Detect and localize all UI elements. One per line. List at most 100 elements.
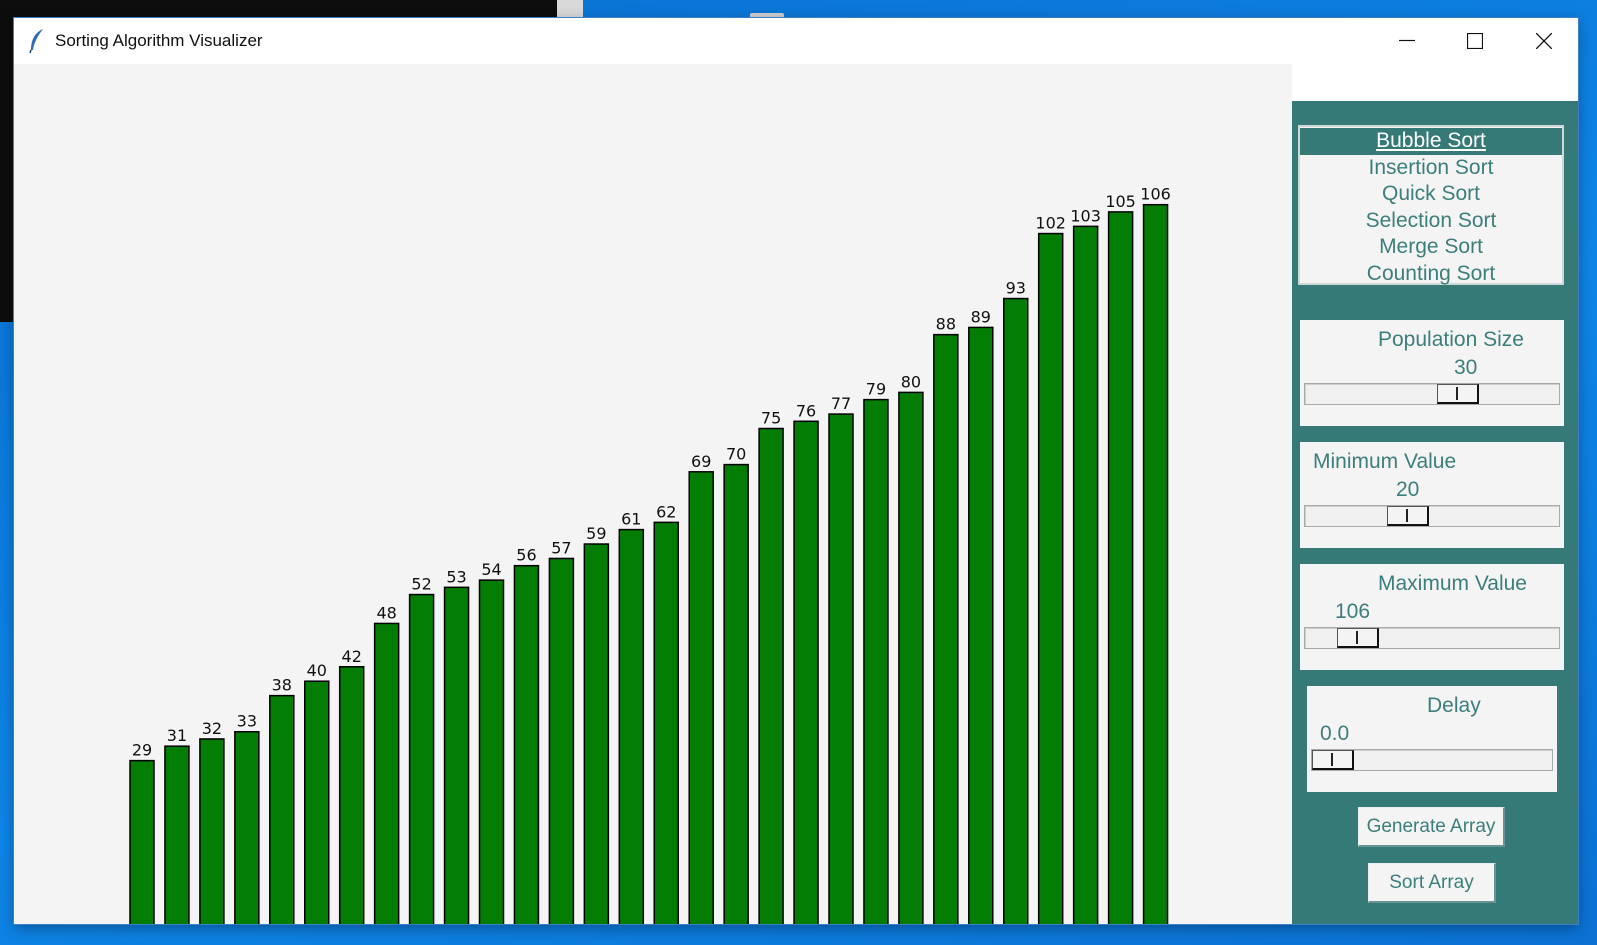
- data-bar: [898, 391, 924, 924]
- population-size-label: Population Size: [1378, 328, 1524, 351]
- delay-control: Delay 0.0: [1307, 686, 1557, 792]
- bar-value-label: 93: [1006, 279, 1026, 298]
- bar-value-label: 88: [936, 315, 956, 334]
- app-window: Sorting Algorithm Visualizer 29 31 32 33 38 4…: [14, 18, 1578, 924]
- feather-icon: [29, 29, 43, 54]
- data-bar: [793, 420, 819, 924]
- data-bar: [478, 579, 505, 924]
- bar-chart: 29 31 32 33 38 40 42 48 52 53 54 56 57 59 61 62 69 70 75 76…: [129, 185, 1171, 924]
- title-bar[interactable]: Sorting Algorithm Visualizer: [14, 18, 1578, 64]
- data-bar: [548, 557, 575, 924]
- data-bar: [513, 564, 540, 924]
- data-bar: [968, 326, 994, 924]
- visualization-canvas: 29 31 32 33 38 40 42 48 52 53 54 56 57 59 61 62 69 70 75 76…: [14, 64, 1292, 924]
- data-bar: [199, 738, 225, 924]
- maximum-value-value: 106: [1335, 600, 1371, 623]
- minimum-value-value: 20: [1396, 478, 1420, 501]
- minimize-icon: [1399, 39, 1415, 42]
- bar-value-label: 53: [446, 567, 466, 586]
- data-bar: [653, 521, 679, 924]
- data-bar: [583, 543, 610, 924]
- maximum-value-slider-handle[interactable]: [1336, 628, 1379, 648]
- data-bar: [443, 586, 470, 924]
- minimum-value-slider[interactable]: [1304, 505, 1560, 527]
- bar-value-label: 48: [376, 603, 396, 622]
- bar-value-label: 31: [167, 726, 187, 745]
- bar-value-label: 40: [307, 661, 327, 680]
- generate-array-button[interactable]: Generate Array: [1358, 807, 1505, 847]
- bar-value-label: 32: [202, 719, 222, 738]
- maximize-icon: [1467, 33, 1483, 49]
- data-bar: [1142, 203, 1169, 924]
- population-size-control: Population Size 30: [1300, 320, 1564, 426]
- desktop-window-tab: [750, 13, 784, 19]
- data-bar: [688, 471, 714, 924]
- data-bar: [129, 759, 155, 924]
- window-title: Sorting Algorithm Visualizer: [55, 31, 263, 50]
- control-panel: Bubble Sort Insertion Sort Quick Sort Selec…: [1292, 101, 1578, 924]
- maximum-value-control: Maximum Value 106: [1300, 564, 1564, 670]
- data-bar: [269, 694, 295, 924]
- bar-value-label: 79: [866, 380, 886, 399]
- population-size-value: 30: [1454, 356, 1478, 379]
- bar-value-label: 29: [132, 741, 152, 760]
- algorithm-option[interactable]: Insertion Sort: [1368, 155, 1494, 179]
- algorithm-option[interactable]: Bubble Sort: [1300, 128, 1562, 155]
- data-bar: [723, 463, 749, 924]
- maximize-button[interactable]: [1441, 18, 1509, 64]
- data-bar: [1107, 211, 1134, 924]
- data-bar: [758, 427, 784, 924]
- bar-value-label: 61: [621, 510, 641, 529]
- delay-label: Delay: [1427, 694, 1481, 717]
- data-bar: [373, 622, 400, 924]
- algorithm-option[interactable]: Selection Sort: [1365, 208, 1497, 232]
- data-bar: [933, 333, 959, 924]
- minimum-value-slider-handle[interactable]: [1386, 506, 1429, 526]
- bar-value-label: 106: [1140, 185, 1171, 204]
- sort-array-button[interactable]: Sort Array: [1368, 863, 1496, 903]
- data-bar: [338, 666, 365, 924]
- bar-value-label: 52: [411, 575, 431, 594]
- bar-value-label: 59: [586, 524, 606, 543]
- bar-value-label: 33: [237, 712, 257, 731]
- maximum-value-label: Maximum Value: [1378, 572, 1527, 595]
- data-bar: [1072, 225, 1099, 924]
- bar-value-label: 75: [761, 409, 781, 428]
- minimum-value-label: Minimum Value: [1313, 450, 1457, 473]
- bar-value-label: 69: [691, 452, 711, 471]
- delay-slider-handle[interactable]: [1312, 750, 1354, 770]
- bar-value-label: 77: [831, 394, 851, 413]
- bar-value-label: 76: [796, 401, 816, 420]
- delay-value: 0.0: [1320, 722, 1350, 745]
- population-size-slider[interactable]: [1304, 383, 1560, 405]
- algorithm-listbox[interactable]: Bubble Sort Insertion Sort Quick Sort Selec…: [1298, 125, 1564, 285]
- delay-slider[interactable]: [1311, 749, 1553, 771]
- algorithm-option[interactable]: Counting Sort: [1366, 261, 1496, 285]
- data-bar: [618, 528, 645, 924]
- bar-value-label: 70: [726, 445, 746, 464]
- desktop-window-edge: [557, 0, 583, 18]
- bar-value-label: 62: [656, 502, 676, 521]
- algorithm-option[interactable]: Quick Sort: [1381, 182, 1481, 206]
- bar-value-label: 105: [1105, 192, 1136, 211]
- bar-value-label: 42: [342, 647, 362, 666]
- data-bar: [164, 745, 190, 924]
- minimize-button[interactable]: [1373, 18, 1441, 64]
- data-bar: [408, 593, 435, 924]
- close-button[interactable]: [1510, 18, 1578, 64]
- maximum-value-slider[interactable]: [1304, 627, 1560, 649]
- minimum-value-control: Minimum Value 20: [1300, 442, 1564, 548]
- bar-value-label: 57: [551, 538, 571, 557]
- data-bar: [1003, 297, 1029, 924]
- bar-value-label: 54: [481, 560, 501, 579]
- bar-value-label: 38: [272, 676, 292, 695]
- bar-value-label: 103: [1070, 206, 1101, 225]
- bar-value-label: 80: [901, 372, 921, 391]
- data-bar: [863, 398, 889, 924]
- close-icon: [1536, 33, 1552, 49]
- algorithm-option[interactable]: Merge Sort: [1379, 235, 1483, 259]
- population-size-slider-handle[interactable]: [1437, 384, 1480, 404]
- bar-value-label: 102: [1035, 214, 1066, 233]
- data-bar: [1037, 232, 1064, 924]
- data-bar: [304, 680, 330, 924]
